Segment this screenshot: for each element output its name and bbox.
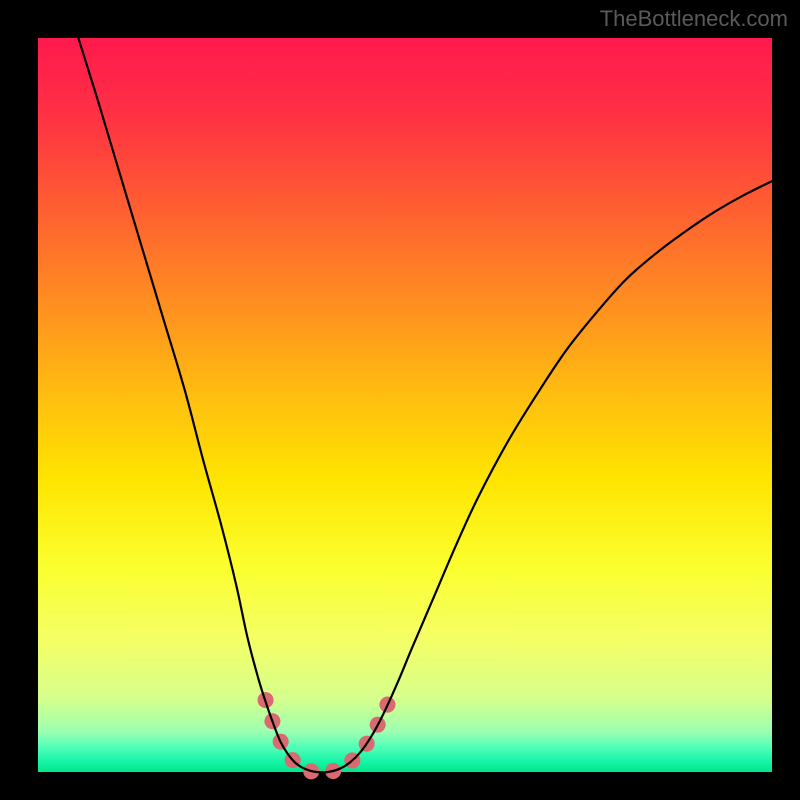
plot-area [38, 38, 772, 772]
bottleneck-curve [78, 38, 772, 772]
curve-layer [38, 38, 772, 772]
watermark-text: TheBottleneck.com [600, 6, 788, 32]
